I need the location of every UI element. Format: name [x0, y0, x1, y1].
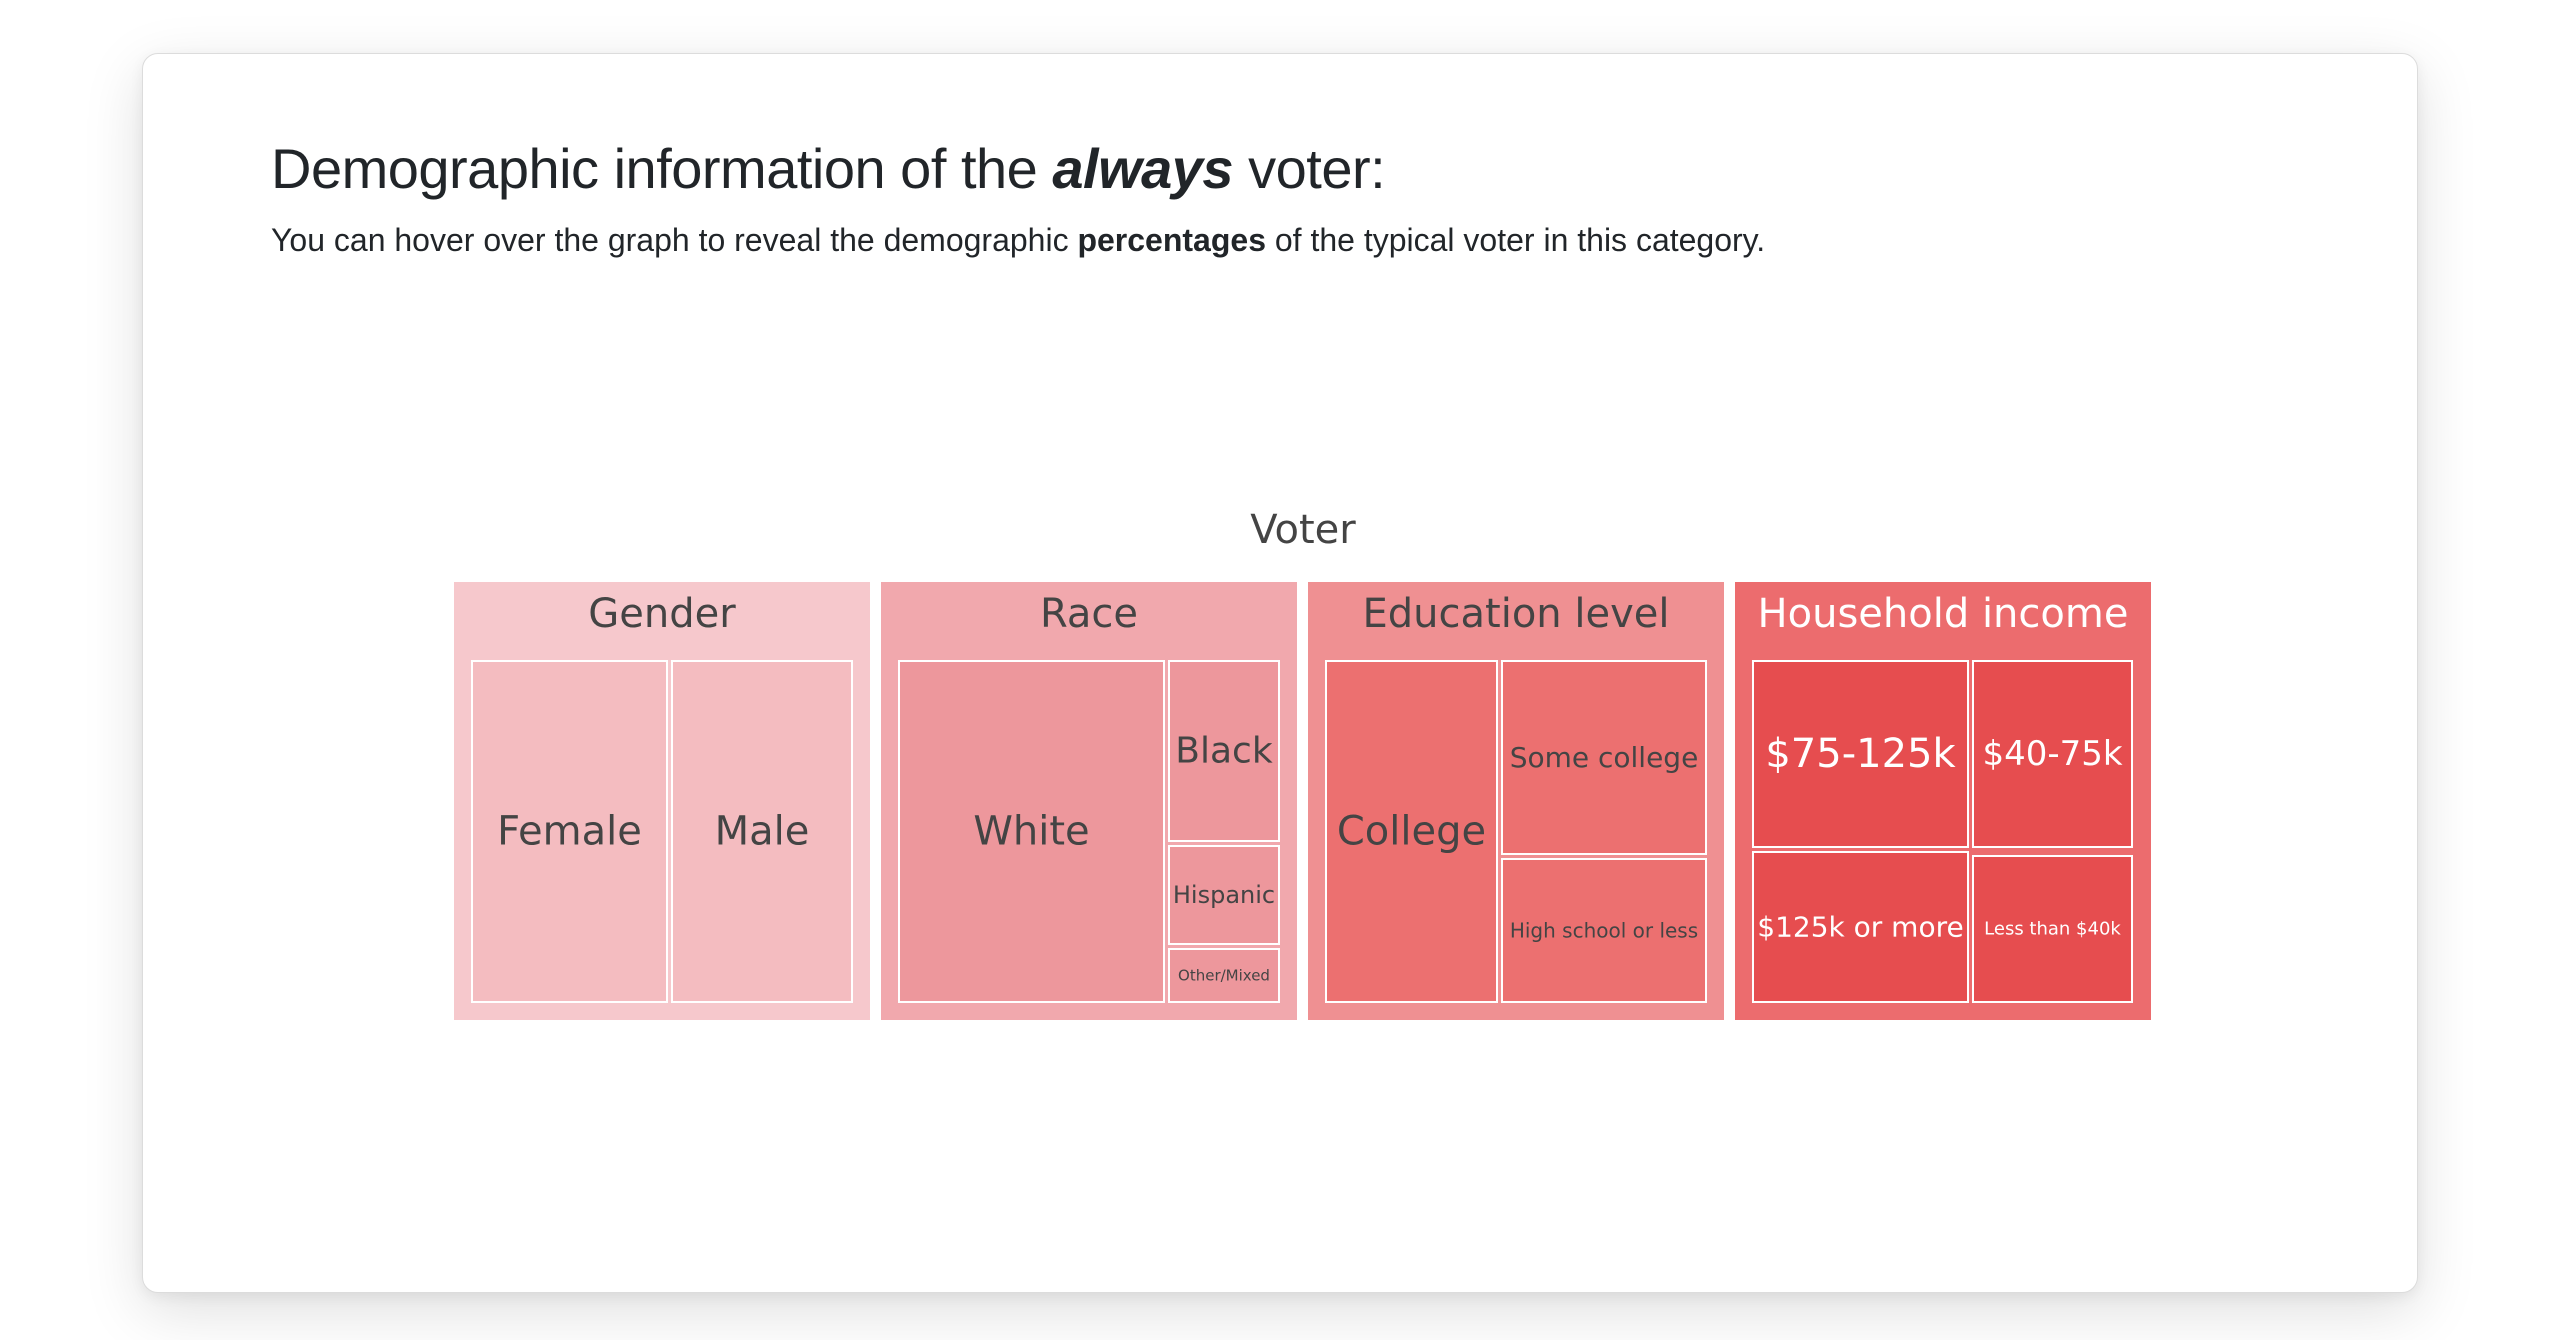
treemap-cell-male[interactable] [671, 660, 853, 1003]
page-title: Demographic information of the always vo… [271, 136, 1386, 201]
treemap-cell-label-some-college: Some college [1510, 741, 1699, 774]
treemap-group-label-education-level: Education level [1363, 591, 1670, 637]
treemap-cell-125k-or-more[interactable] [1752, 851, 1969, 1003]
treemap-group-label-gender: Gender [588, 591, 736, 637]
treemap-cell-40-75k[interactable] [1972, 660, 2133, 848]
treemap-cell-high-school-or-less[interactable] [1501, 858, 1707, 1003]
treemap-cell-label-college: College [1337, 809, 1486, 855]
treemap-cell-label-white: White [973, 809, 1089, 855]
treemap-group-label-race: Race [1040, 591, 1138, 637]
treemap-cell-label-black: Black [1175, 731, 1273, 772]
subtitle-prefix: You can hover over the graph to reveal t… [271, 222, 1078, 258]
treemap-cell-label-40-75k: $40-75k [1982, 734, 2122, 774]
treemap-cell-college[interactable] [1325, 660, 1498, 1003]
treemap-cell-female[interactable] [471, 660, 668, 1003]
treemap-cell-label-75-125k: $75-125k [1765, 731, 1956, 777]
treemap-cell-label-other-mixed: Other/Mixed [1178, 967, 1270, 985]
page-subtitle: You can hover over the graph to reveal t… [271, 222, 1765, 259]
subtitle-suffix: of the typical voter in this category. [1265, 222, 1766, 258]
treemap-cell-75-125k[interactable] [1752, 660, 1969, 848]
treemap-cell-label-less-than-40k: Less than $40k [1984, 919, 2121, 940]
treemap-cell-some-college[interactable] [1501, 660, 1707, 855]
treemap-cell-white[interactable] [898, 660, 1165, 1003]
treemap-cell-label-high-school-or-less: High school or less [1510, 919, 1698, 943]
title-prefix: Demographic information of the [271, 137, 1053, 200]
treemap-cell-other-mixed[interactable] [1168, 948, 1280, 1003]
title-emphasis: always [1052, 137, 1234, 200]
title-suffix: voter: [1233, 137, 1386, 200]
subtitle-bold: percentages [1077, 222, 1266, 258]
treemap-root-title: Voter [1250, 507, 1356, 553]
treemap-cell-hispanic[interactable] [1168, 845, 1280, 945]
treemap-group-label-household-income: Household income [1758, 591, 2129, 637]
treemap-cell-label-male: Male [715, 809, 810, 855]
treemap-cell-black[interactable] [1168, 660, 1280, 842]
treemap-cell-label-hispanic: Hispanic [1173, 881, 1275, 909]
treemap-cell-label-125k-or-more: $125k or more [1757, 911, 1963, 944]
treemap-cell-label-female: Female [497, 809, 642, 855]
treemap-cell-less-than-40k[interactable] [1972, 855, 2133, 1003]
